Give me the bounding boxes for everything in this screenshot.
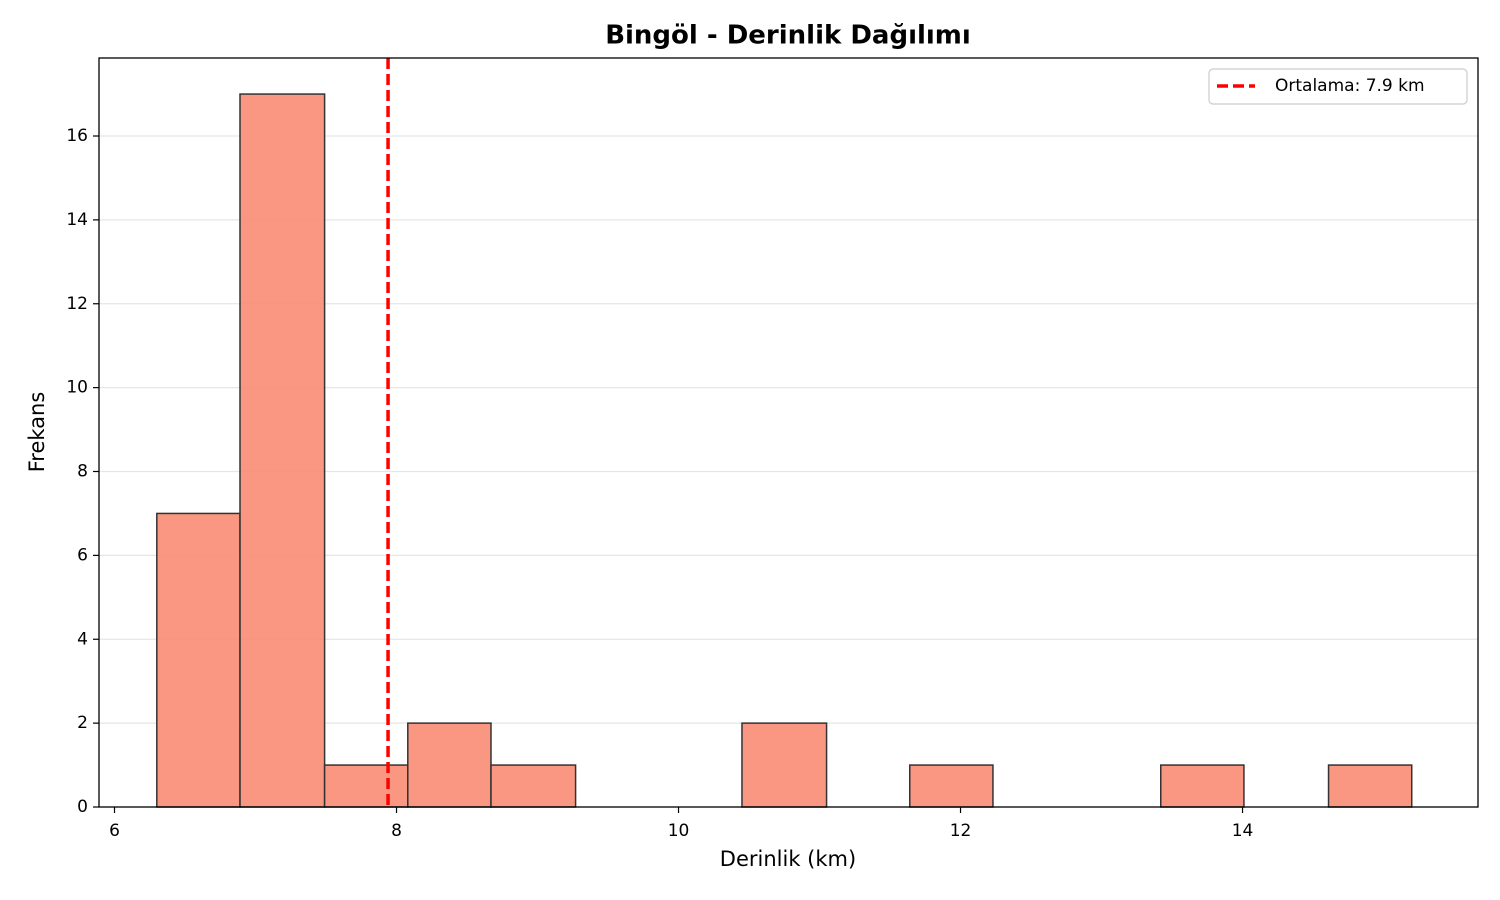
- legend-label: Ortalama: 7.9 km: [1275, 76, 1425, 96]
- y-axis-label: Frekans: [25, 392, 49, 473]
- bar: [741, 722, 828, 808]
- y-tick-label: 4: [77, 629, 88, 649]
- y-tick-label: 2: [77, 713, 88, 733]
- x-tick-label: 14: [1232, 821, 1254, 841]
- legend-box: [1208, 68, 1468, 105]
- x-tick-label: 6: [109, 821, 120, 841]
- plot-frame: [98, 57, 1479, 808]
- y-tick-label: 0: [77, 797, 88, 817]
- bar: [239, 93, 326, 808]
- chart-title: Bingöl - Derinlik Dağılımı: [605, 21, 971, 51]
- x-tick-label: 12: [950, 821, 972, 841]
- y-tick-label: 12: [66, 294, 88, 314]
- y-tick-label: 6: [77, 545, 88, 565]
- bar: [1159, 764, 1245, 808]
- x-tick-label: 10: [668, 821, 690, 841]
- bar: [1327, 764, 1413, 808]
- bar: [407, 722, 492, 808]
- bar: [156, 512, 241, 808]
- bar: [490, 764, 577, 808]
- y-tick-label: 10: [66, 378, 88, 398]
- y-tick-label: 16: [66, 126, 88, 146]
- bar: [909, 764, 994, 808]
- y-tick-label: 8: [77, 462, 88, 482]
- x-tick-label: 8: [391, 821, 402, 841]
- x-axis-label: Derinlik (km): [720, 847, 856, 871]
- y-tick-label: 14: [66, 210, 88, 230]
- bar: [323, 764, 409, 808]
